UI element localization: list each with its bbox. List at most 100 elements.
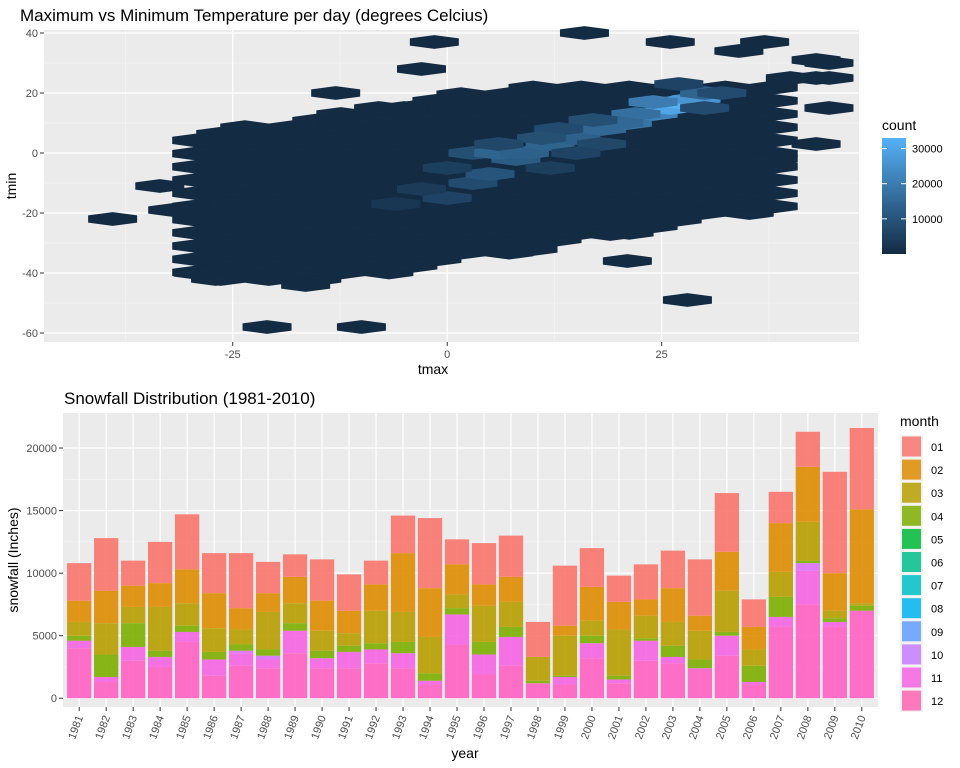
hexbin-y-tick-label: 40 [26, 28, 38, 40]
snowfall-bar-segment [174, 603, 200, 626]
snowfall-bar-segment [687, 630, 713, 660]
hexbin-x-tick-label: 25 [656, 349, 668, 361]
snowfall-bar-segment [201, 593, 227, 629]
snowfall-bar-segment [309, 600, 335, 631]
hexbin-cell [551, 146, 601, 160]
hexbin-cell [474, 137, 524, 151]
hexbin-cell [804, 71, 854, 85]
snowfall-x-tick-label: 2001 [606, 714, 626, 741]
snowfall-bar-segment [552, 684, 578, 699]
hexbin-cell [585, 227, 635, 241]
snowfall-bar-segment [660, 621, 686, 646]
snowfall-y-tick-label: 10000 [26, 568, 57, 580]
snowfall-bar-segment [714, 493, 740, 552]
snowfall-y-tick-label: 5000 [33, 631, 57, 643]
snowfall-bar-segment [336, 668, 362, 699]
hexbin-cell [242, 320, 292, 334]
snowfall-chart-title: Snowfall Distribution (1981-2010) [64, 389, 315, 408]
hexbin-cell [508, 80, 558, 95]
hexbin-cell [714, 44, 764, 58]
snowfall-bar-segment [741, 665, 767, 682]
snowfall-bar-segment [390, 611, 416, 642]
snowfall-bar-segment [498, 601, 524, 627]
snowfall-bar-segment [121, 585, 146, 607]
snowfall-bar-segment [552, 565, 578, 626]
snowfall-bar-segment [444, 539, 470, 565]
snowfall-bar-segment [417, 673, 443, 681]
month-legend-swatch [902, 482, 921, 503]
hexbin-cell [191, 272, 241, 286]
snowfall-chart: Snowfall Distribution (1981-2010) 1981 19… [5, 389, 943, 761]
hexbin-cell [568, 113, 618, 127]
month-legend-label: 06 [931, 558, 943, 570]
snowfall-x-tick-label: 2008 [795, 714, 815, 741]
snowfall-bar-segment [471, 543, 497, 585]
snowfall-bar-segment [849, 509, 874, 604]
snowfall-bar-segment [255, 655, 281, 660]
month-legend-title: month [900, 413, 939, 429]
snowfall-bar-segment [552, 635, 578, 676]
snowfall-bar-segment [633, 599, 659, 616]
hexbin-cell [396, 182, 446, 196]
hexbin-cell [680, 101, 730, 115]
snowfall-bar-segment [67, 640, 92, 649]
snowfall-x-tick-label: 1984 [147, 714, 167, 741]
snowfall-bar-segment [741, 626, 767, 650]
snowfall-bar-segment [741, 649, 767, 666]
snowfall-bar-segment [417, 684, 443, 699]
snowfall-y-tick-label: 0 [51, 693, 57, 705]
snowfall-bar-segment [849, 603, 874, 606]
hexbin-cell [379, 101, 429, 115]
snowfall-bar-segment [444, 614, 470, 645]
hexbin-y-tick-label: 0 [32, 148, 38, 160]
snowfall-bar-segment [714, 590, 740, 632]
snowfall-bar-segment [282, 554, 308, 577]
snowfall-bar-segment [606, 575, 632, 602]
snowfall-bar-segment [768, 523, 793, 572]
snowfall-bar-segment [67, 621, 92, 636]
snowfall-bar-segment [94, 538, 119, 591]
snowfall-bar-segment [579, 586, 605, 621]
snowfall-bar-segment [94, 654, 119, 677]
snowfall-bar-segment [282, 576, 308, 604]
snowfall-bar-segment [606, 683, 632, 699]
snowfall-bar-segment [174, 625, 200, 632]
snowfall-bar-segment [633, 660, 659, 699]
month-legend-label: 01 [931, 442, 943, 454]
snowfall-bar-segment [633, 638, 659, 641]
snowfall-y-axis-title: snowfall (Inches) [5, 507, 21, 612]
snowfall-bar-segment [849, 610, 874, 699]
snowfall-bar-segment [121, 660, 146, 699]
hexbin-cell [791, 137, 841, 151]
hexbin-cell [577, 137, 627, 151]
snowfall-x-ticks: 1981 1982 1983 1984 1985 1986 1987 1988 1989 1990… [66, 707, 869, 741]
snowfall-bar-segment [444, 608, 470, 615]
hexbin-cell [508, 242, 558, 256]
snowfall-bar-segment [687, 668, 713, 670]
hexbin-x-tick-label: 0 [444, 349, 450, 361]
snowfall-bar-segment [849, 428, 874, 510]
snowfall-bar-segment [768, 571, 793, 597]
hexbin-cell [697, 86, 747, 100]
hexbin-cell [525, 161, 575, 175]
hexbin-cell [628, 197, 678, 211]
snowfall-bar-segment [336, 645, 362, 652]
snowfall-y-tick-label: 20000 [26, 443, 57, 455]
snowfall-bar-segment [822, 621, 847, 627]
snowfall-bar-segment [228, 653, 254, 666]
snowfall-bar-segment [363, 584, 389, 611]
snowfall-bar-segment [687, 669, 713, 699]
snowfall-bar-segment [94, 623, 119, 655]
snowfall-x-tick-label: 1997 [498, 714, 518, 741]
snowfall-x-tick-label: 1990 [309, 714, 329, 741]
count-legend-tick-label: 10000 [912, 214, 943, 226]
snowfall-bar-segment [174, 569, 200, 604]
snowfall-bar-segment [471, 605, 497, 642]
snowfall-bar-segment [67, 635, 92, 641]
snowfall-bar-segment [633, 640, 659, 661]
snowfall-bar-segment [660, 588, 686, 622]
hexbin-cell [645, 35, 695, 49]
month-legend-swatch [902, 459, 921, 480]
snowfall-bar-segment [417, 518, 443, 589]
snowfall-bar-segment [444, 594, 470, 609]
